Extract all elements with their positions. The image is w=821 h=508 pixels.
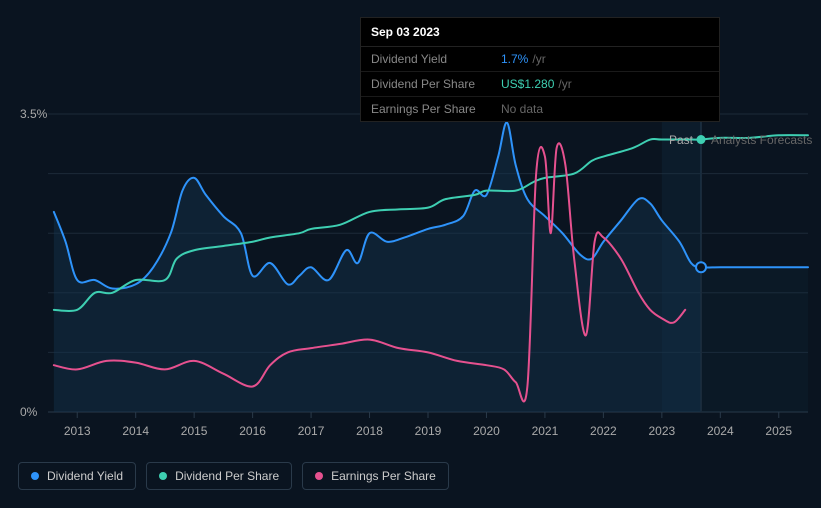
dividend-chart: Sep 03 2023 Dividend Yield1.7%/yrDividen…	[0, 0, 821, 508]
x-axis-label: 2014	[122, 424, 149, 438]
tooltip-row-label: Dividend Yield	[371, 52, 501, 66]
analysts-forecasts-label: Analysts Forecasts	[711, 133, 812, 147]
tooltip-row: Earnings Per ShareNo data	[361, 97, 719, 121]
tooltip-date: Sep 03 2023	[361, 18, 719, 47]
tooltip-row: Dividend Yield1.7% /yr	[361, 47, 719, 72]
legend-label: Earnings Per Share	[331, 469, 436, 483]
tooltip-row-value: No data	[501, 102, 543, 116]
x-axis-label: 2018	[356, 424, 383, 438]
x-axis-label: 2020	[473, 424, 500, 438]
tooltip-row-unit: /yr	[532, 52, 545, 66]
legend-dot-icon	[159, 472, 167, 480]
x-axis-label: 2013	[64, 424, 91, 438]
legend-label: Dividend Yield	[47, 469, 123, 483]
legend-dot-icon	[31, 472, 39, 480]
chart-legend: Dividend Yield Dividend Per Share Earnings…	[18, 462, 449, 490]
tooltip-row-label: Earnings Per Share	[371, 102, 501, 116]
x-axis-label: 2022	[590, 424, 617, 438]
tooltip-row: Dividend Per ShareUS$1.280/yr	[361, 72, 719, 97]
tooltip-row-value: US$1.280	[501, 77, 554, 91]
chart-tooltip: Sep 03 2023 Dividend Yield1.7%/yrDividen…	[360, 17, 720, 122]
tooltip-row-unit: /yr	[558, 77, 571, 91]
legend-label: Dividend Per Share	[175, 469, 279, 483]
x-axis-label: 2016	[239, 424, 266, 438]
x-axis-label: 2023	[648, 424, 675, 438]
y-axis-label: 3.5%	[20, 107, 47, 121]
x-axis-label: 2017	[298, 424, 325, 438]
past-label: Past	[669, 133, 693, 147]
legend-item[interactable]: Dividend Per Share	[146, 462, 292, 490]
tooltip-row-label: Dividend Per Share	[371, 77, 501, 91]
x-axis-label: 2024	[707, 424, 734, 438]
y-axis-label: 0%	[20, 405, 37, 419]
x-axis-label: 2015	[181, 424, 208, 438]
x-axis-label: 2019	[415, 424, 442, 438]
legend-item[interactable]: Dividend Yield	[18, 462, 136, 490]
x-axis-label: 2025	[765, 424, 792, 438]
legend-dot-icon	[315, 472, 323, 480]
legend-item[interactable]: Earnings Per Share	[302, 462, 449, 490]
x-axis-label: 2021	[532, 424, 559, 438]
tooltip-row-value: 1.7%	[501, 52, 528, 66]
